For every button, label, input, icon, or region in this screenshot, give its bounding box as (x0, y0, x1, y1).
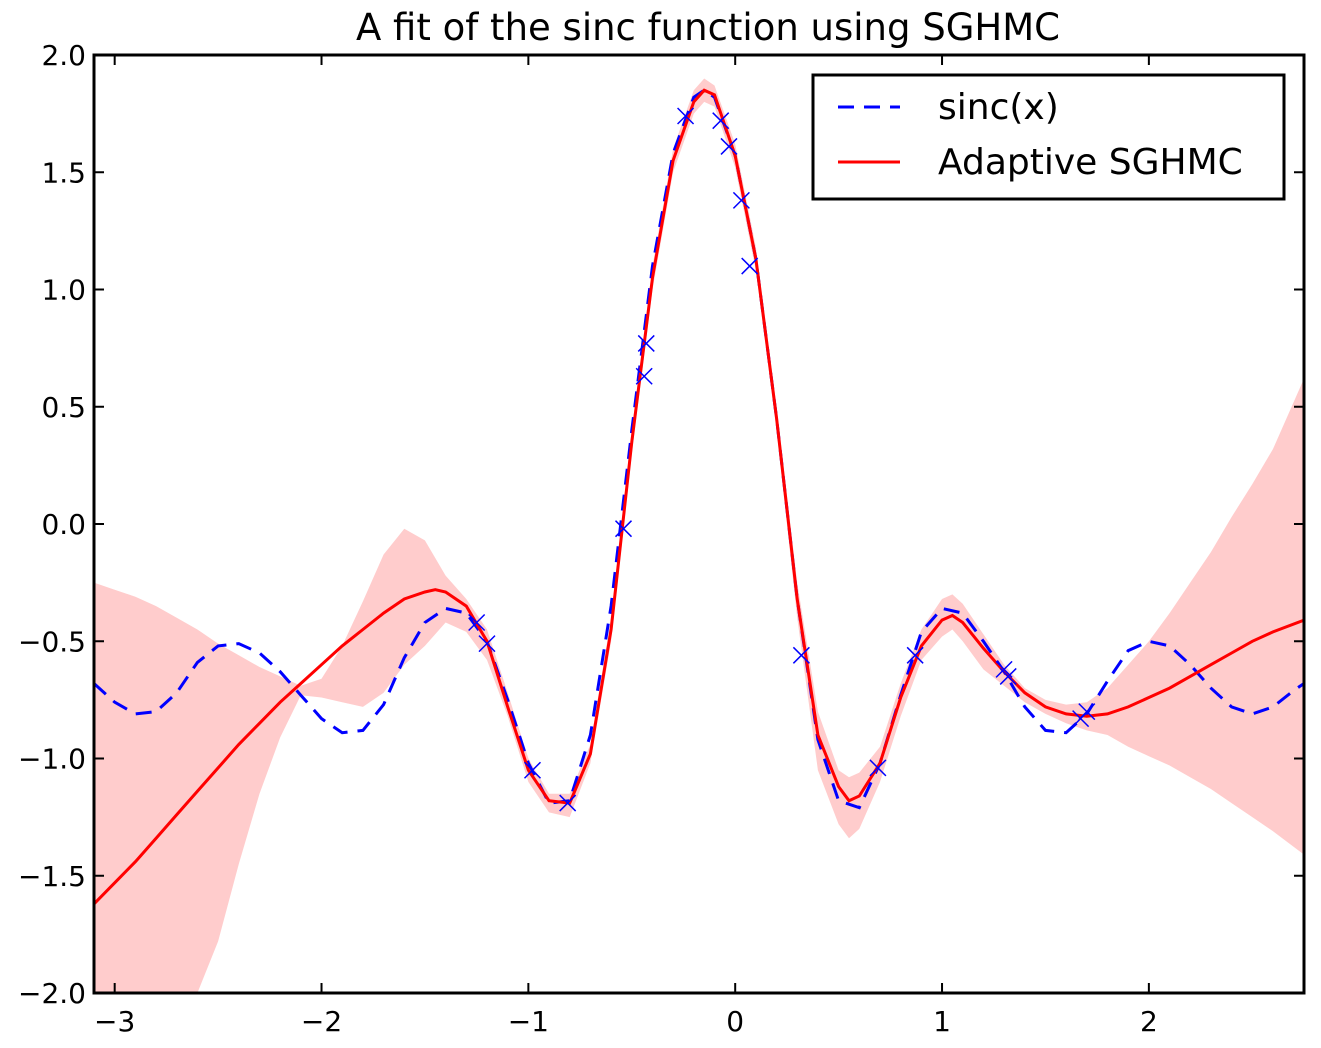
observation-marker (741, 257, 759, 275)
y-tick-label: 1.5 (41, 156, 86, 189)
legend-label-adaptive-sghmc: Adaptive SGHMC (938, 142, 1243, 183)
chart-title: A fit of the sinc function using SGHMC (356, 6, 1060, 49)
series-line-sinc (94, 88, 1304, 810)
observation-marker (906, 646, 924, 664)
x-tick-label: −1 (508, 1005, 549, 1038)
y-tick-label: −0.5 (18, 625, 86, 658)
y-tick-label: 0.0 (41, 508, 86, 541)
series-line-adaptive-sghmc (94, 88, 1304, 905)
y-tick-label: −1.0 (18, 743, 86, 776)
observation-marker (712, 112, 730, 130)
y-tick-label: 2.0 (41, 39, 86, 72)
y-tick-label: 1.0 (41, 274, 86, 307)
observation-marker (478, 635, 496, 653)
observation-marker (614, 520, 633, 538)
observation-marker (732, 191, 750, 209)
y-tick-label: −2.0 (18, 977, 86, 1010)
y-tick-label: 0.5 (41, 391, 86, 424)
plot-frame (92, 53, 1306, 995)
x-tick-label: 0 (726, 1005, 744, 1038)
observation-marker (720, 137, 738, 155)
observation-marker (792, 646, 810, 664)
x-tick-label: −2 (301, 1005, 342, 1038)
observation-marker (523, 761, 542, 779)
observation-marker (869, 759, 887, 777)
axis-tick-labels: −3 −2 −1 0 1 2 −2.0 −1.5 −1.0 −0.5 0.0 0.5 1.0 1.5 2.0 (18, 39, 1158, 1038)
legend-box (811, 73, 1286, 201)
x-tick-label: 1 (933, 1005, 951, 1038)
observation-marker (677, 107, 695, 125)
uncertainty-band (94, 78, 1304, 993)
observation-marker (559, 794, 577, 812)
observation-markers (468, 107, 1096, 812)
x-tick-label: −3 (94, 1005, 135, 1038)
observation-marker (999, 667, 1017, 685)
x-tick-label: 2 (1140, 1005, 1158, 1038)
observation-marker (635, 367, 653, 385)
y-tick-label: −1.5 (18, 860, 86, 893)
legend-label-sinc: sinc(x) (938, 87, 1059, 128)
observation-marker (1078, 703, 1096, 721)
legend: sinc(x) Adaptive SGHMC (811, 73, 1286, 201)
plot-area (94, 78, 1304, 993)
observation-marker (637, 334, 655, 352)
observation-marker (468, 613, 486, 632)
